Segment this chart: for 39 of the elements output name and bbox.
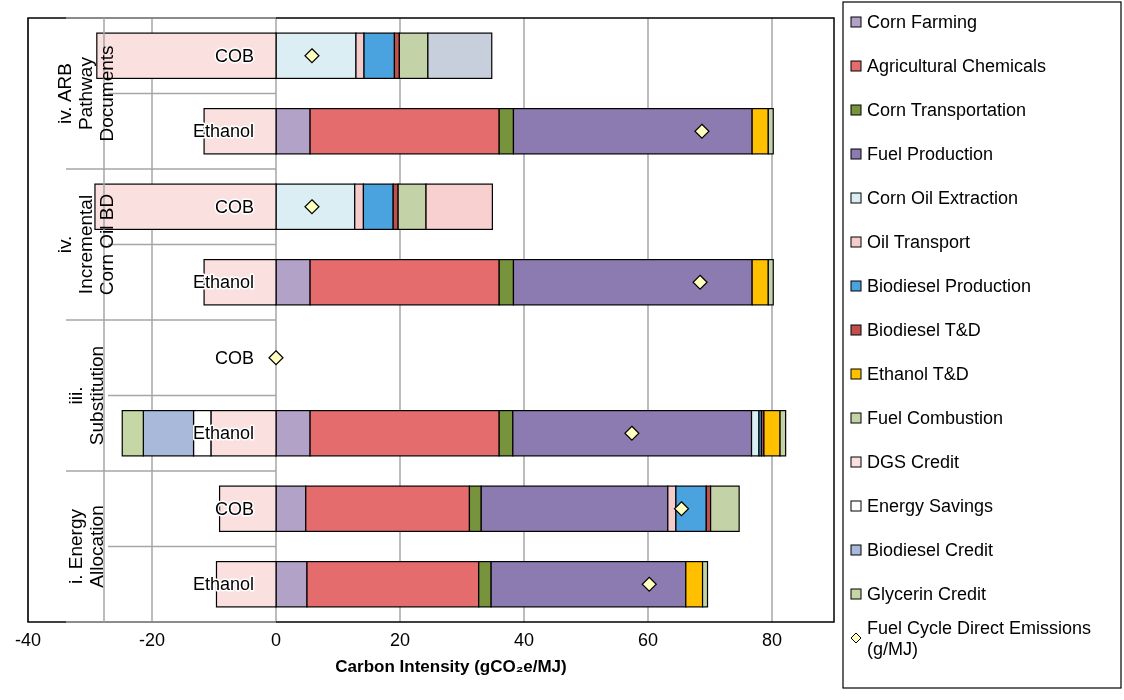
- annotation: iii. Substitution: [64, 345, 107, 446]
- point: [268, 350, 284, 366]
- annotation: i. Energy Allocation: [64, 505, 107, 588]
- point: [692, 274, 708, 290]
- legend-label: Fuel Production: [867, 144, 994, 164]
- point: [624, 425, 640, 441]
- legend-label: DGS Credit: [867, 452, 960, 472]
- point: [304, 48, 320, 64]
- legend-label: Ethanol T&D: [867, 364, 969, 384]
- point: [304, 199, 320, 215]
- legend-label: Corn Oil Extraction: [867, 188, 1019, 208]
- point: [694, 123, 710, 139]
- y-tick-label: COB: [214, 347, 254, 368]
- legend-label: Energy Savings: [867, 496, 994, 516]
- legend-label: Fuel Combustion: [867, 408, 1004, 428]
- x-axis-title: Carbon Intensity (gCO₂e/MJ): [335, 657, 567, 676]
- legend-label: Corn Transportation: [867, 100, 1027, 120]
- x-tick-label: 20: [389, 630, 411, 650]
- legend-label: Corn Farming: [867, 12, 978, 32]
- x-tick-label: -40: [14, 630, 42, 650]
- legend-label: Fuel Cycle Direct Emissions (g/MJ): [867, 618, 1092, 659]
- legend-label: Agricultural Chemicals: [867, 56, 1047, 76]
- legend-label: Oil Transport: [867, 232, 971, 252]
- legend-label: Biodiesel Credit: [867, 540, 994, 560]
- point: [641, 576, 657, 592]
- x-tick-label: 60: [637, 630, 659, 650]
- legend-label: Glycerin Credit: [867, 584, 987, 604]
- annotation: iv. Incremental Corn Oil BD: [54, 193, 117, 296]
- x-tick-label: 40: [513, 630, 535, 650]
- y-tick-label: COB: [214, 196, 254, 217]
- x-tick-label: -20: [138, 630, 166, 650]
- point: [673, 501, 690, 517]
- x-tick-label: 0: [270, 630, 282, 650]
- legend-label: Biodiesel Production: [867, 276, 1032, 296]
- bar: [710, 485, 740, 532]
- x-tick-label: 80: [761, 630, 783, 650]
- y-tick-label: COB: [214, 45, 254, 66]
- annotation: iv. ARB Pathway Documents: [54, 45, 117, 142]
- legend-label: Biodiesel T&D: [867, 320, 981, 340]
